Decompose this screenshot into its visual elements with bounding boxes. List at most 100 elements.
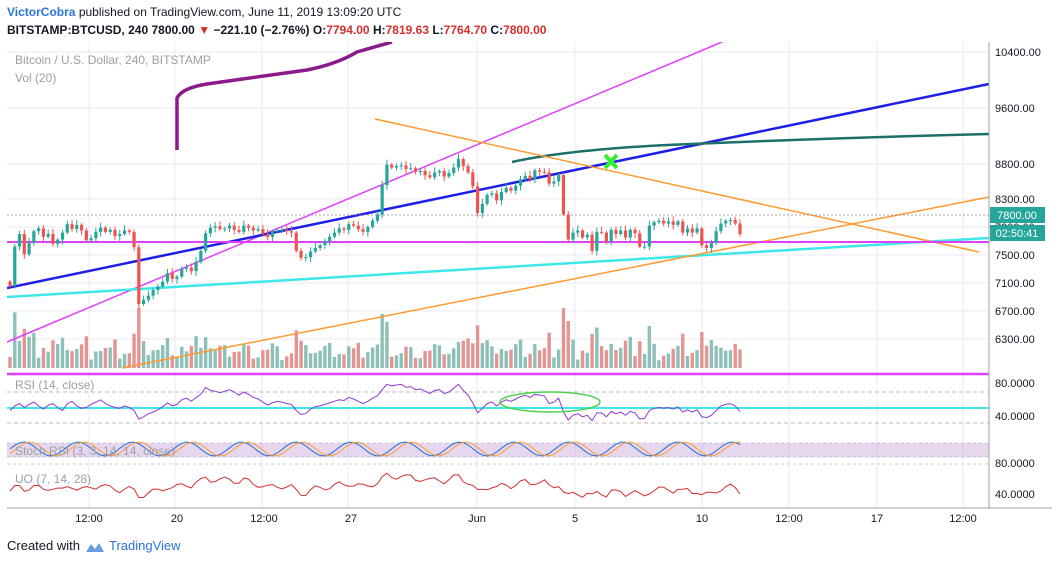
candle-body	[724, 220, 728, 224]
volume-bar	[666, 353, 671, 368]
volume-bar	[251, 358, 256, 368]
candle-body	[738, 223, 742, 234]
volume-bar	[103, 348, 108, 368]
volume-bar	[385, 321, 389, 368]
volume-bar	[323, 346, 327, 368]
candle-body	[495, 193, 499, 201]
volume-bar	[189, 345, 194, 368]
volume-bar	[681, 333, 685, 368]
close-label: C:	[490, 23, 504, 37]
volume-bar	[208, 348, 213, 368]
candle-body	[538, 170, 542, 172]
volume-bar	[32, 332, 36, 368]
candle-body	[442, 171, 446, 177]
candle-body	[542, 171, 546, 173]
volume-bar	[84, 336, 89, 368]
volume-bar	[165, 338, 170, 368]
volume-bar	[337, 354, 341, 368]
candle-body	[227, 225, 232, 229]
time-tick-label: Jun	[468, 513, 486, 525]
volume-bar	[141, 341, 146, 368]
volume-bar	[733, 343, 737, 368]
candle-body	[280, 229, 284, 231]
volume-bar	[36, 357, 41, 368]
price-axis[interactable]: 10400.009600.008800.008300.007900.007500…	[988, 42, 1045, 508]
volume-bar	[547, 332, 551, 368]
chart-canvas[interactable]: Bitcoin / U.S. Dollar, 240, BITSTAMP Vol…	[7, 42, 1052, 526]
volume-bar	[289, 353, 294, 368]
candle-body	[156, 286, 160, 290]
candle-body	[266, 234, 270, 237]
volume-bar	[265, 349, 270, 368]
volume-bar	[180, 346, 184, 368]
volume-bar	[70, 351, 74, 368]
candle-body	[523, 175, 527, 180]
open-value: 7794.00	[326, 23, 370, 37]
volume-bar	[170, 355, 174, 368]
candle-body	[299, 250, 303, 258]
trendline-orange-rising	[121, 196, 990, 369]
candle-body	[571, 232, 575, 240]
last-price-tag	[990, 207, 1045, 223]
candlestick-series	[8, 153, 742, 309]
low-value: 7764.70	[443, 23, 488, 37]
candle-body	[351, 224, 356, 226]
tradingview-link[interactable]: TradingView	[109, 538, 181, 553]
time-tick-label: 10	[696, 513, 708, 525]
volume-bar	[413, 357, 418, 368]
volume-bar	[175, 356, 179, 368]
candle-body	[619, 230, 623, 234]
ohlc-line: BITSTAMP:BTCUSD, 240 7800.00 ▼ −221.10 (…	[7, 23, 546, 37]
candle-body	[700, 228, 704, 246]
candle-body	[413, 168, 418, 172]
publish-info: VictorCobra published on TradingView.com…	[7, 5, 401, 19]
volume-bar	[13, 312, 17, 368]
candle-body	[141, 299, 146, 304]
candle-body	[585, 234, 589, 238]
tradingview-cloud-icon	[85, 542, 104, 552]
volume-bar	[8, 357, 12, 368]
candle-body	[246, 225, 251, 228]
volume-bar	[423, 351, 427, 368]
author-link[interactable]: VictorCobra	[7, 5, 76, 19]
candle-body	[146, 295, 150, 300]
candle-body	[471, 172, 475, 187]
candle-body	[347, 224, 351, 230]
candle-body	[32, 231, 36, 244]
price-tick-label: 8300.00	[995, 194, 1035, 206]
volume-bar	[46, 351, 50, 368]
volume-bar	[676, 345, 680, 368]
candle-body	[728, 220, 733, 221]
volume-bar	[223, 345, 227, 368]
time-axis[interactable]: 12:00 20 12:00 27 Jun 5 10 12:00 17 12:00	[7, 507, 1052, 525]
volume-bar	[118, 358, 122, 368]
candle-body	[213, 226, 217, 228]
volume-bar	[609, 343, 613, 368]
volume-bar	[652, 343, 656, 368]
candle-body	[380, 185, 384, 215]
time-tick-label: 17	[871, 513, 883, 525]
chart-header: VictorCobra published on TradingView.com…	[7, 3, 1052, 43]
volume-bar	[232, 352, 236, 368]
candle-body	[628, 229, 632, 238]
volume-bar	[203, 337, 208, 368]
stoch-k-line	[9, 441, 741, 457]
candle-body	[418, 171, 422, 172]
candle-body	[375, 214, 379, 221]
oscillator-pane: UO (7, 14, 28)	[7, 463, 989, 498]
candle-body	[466, 166, 470, 173]
volume-bar	[576, 359, 580, 368]
candle-body	[132, 231, 136, 248]
candle-body	[695, 228, 699, 233]
volume-bar	[146, 355, 151, 368]
candle-body	[423, 171, 427, 176]
candle-body	[127, 230, 131, 232]
candle-body	[371, 220, 375, 227]
volume-bar	[332, 357, 337, 368]
volume-bar	[256, 357, 260, 368]
volume-bar	[56, 344, 60, 368]
candle-body	[189, 267, 193, 272]
candle-body	[504, 187, 508, 192]
volume-bar	[509, 349, 513, 368]
rsi-line	[9, 383, 741, 422]
